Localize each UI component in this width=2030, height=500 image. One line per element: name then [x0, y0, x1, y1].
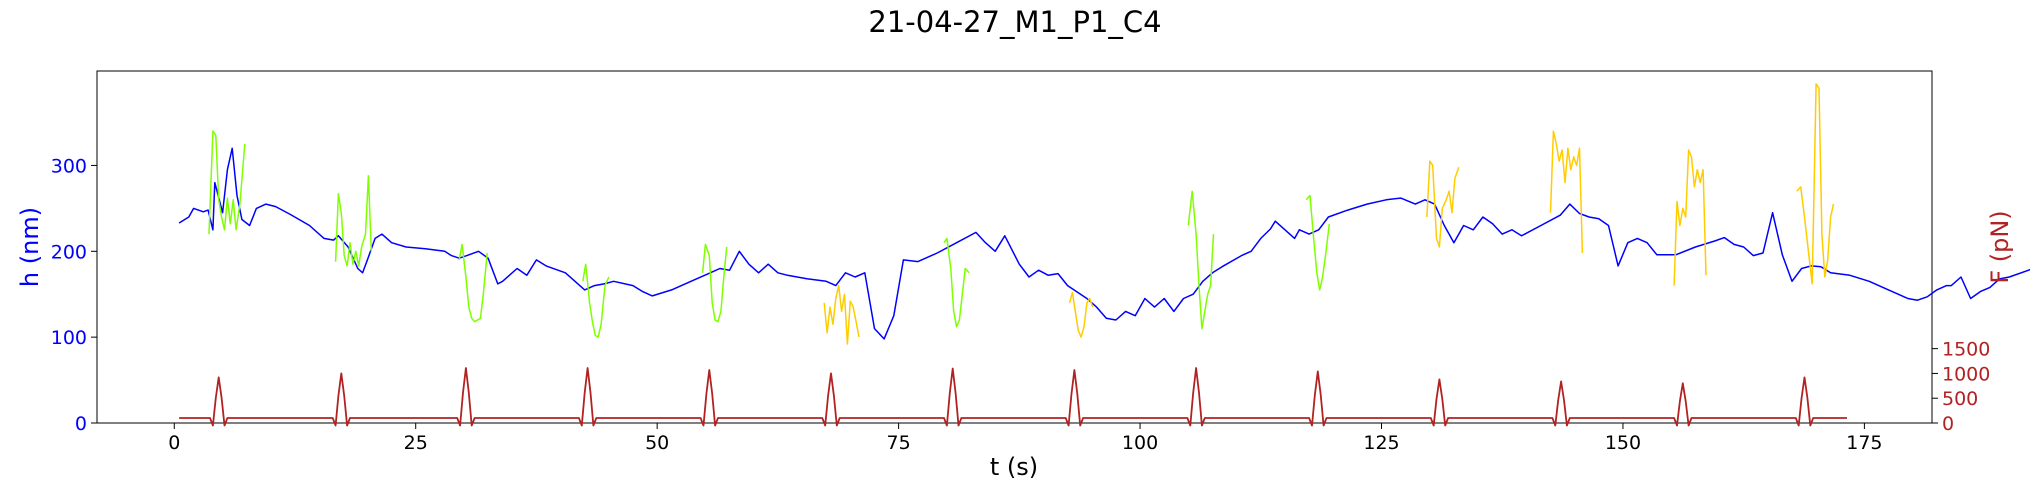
height-segment-green — [1187, 190, 1215, 330]
height-segment-green — [458, 243, 488, 323]
x-tick-label: 0 — [168, 432, 180, 454]
x-tick-label: 125 — [1363, 432, 1399, 454]
left-tick-label: 300 — [51, 155, 87, 177]
height-segment-green — [943, 237, 970, 328]
height-segment-green — [1305, 194, 1331, 291]
force-line — [179, 367, 1847, 427]
height-segment-green — [701, 243, 728, 323]
height-line — [178, 147, 2030, 340]
height-segment-yellow — [1796, 83, 1835, 285]
x-tick-label: 75 — [887, 432, 911, 454]
height-segment-green — [582, 263, 610, 338]
x-tick-label: 175 — [1846, 432, 1882, 454]
right-tick-label: 1000 — [1942, 363, 1990, 385]
right-tick-label: 0 — [1942, 413, 1954, 435]
right-axis-label: F (pN) — [1986, 210, 2014, 283]
left-tick-label: 100 — [51, 327, 87, 349]
height-segment-yellow — [1673, 149, 1707, 286]
right-tick-label: 500 — [1942, 388, 1978, 410]
x-tick-label: 25 — [404, 432, 428, 454]
x-tick-label: 150 — [1605, 432, 1641, 454]
height-segment-green — [334, 174, 373, 267]
height-segment-yellow — [1426, 160, 1460, 248]
height-segment-yellow — [1549, 130, 1584, 254]
x-tick-label: 50 — [645, 432, 669, 454]
left-axis-label: h (nm) — [16, 207, 44, 287]
height-segment-green — [208, 130, 246, 235]
left-tick-label: 0 — [75, 413, 87, 435]
x-axis-label: t (s) — [990, 453, 1038, 481]
series-layer — [178, 83, 2030, 427]
x-axis-ticks: 0 25 50 75 100 125 150 175 — [168, 423, 1883, 454]
chart-title: 21-04-27_M1_P1_C4 — [868, 5, 1161, 39]
height-segment-yellow — [823, 284, 860, 345]
x-tick-label: 100 — [1122, 432, 1158, 454]
height-segment-yellow — [1068, 291, 1094, 338]
left-tick-label: 200 — [51, 241, 87, 263]
right-tick-label: 1500 — [1942, 339, 1990, 361]
left-axis-ticks: 0 100 200 300 — [51, 155, 97, 435]
